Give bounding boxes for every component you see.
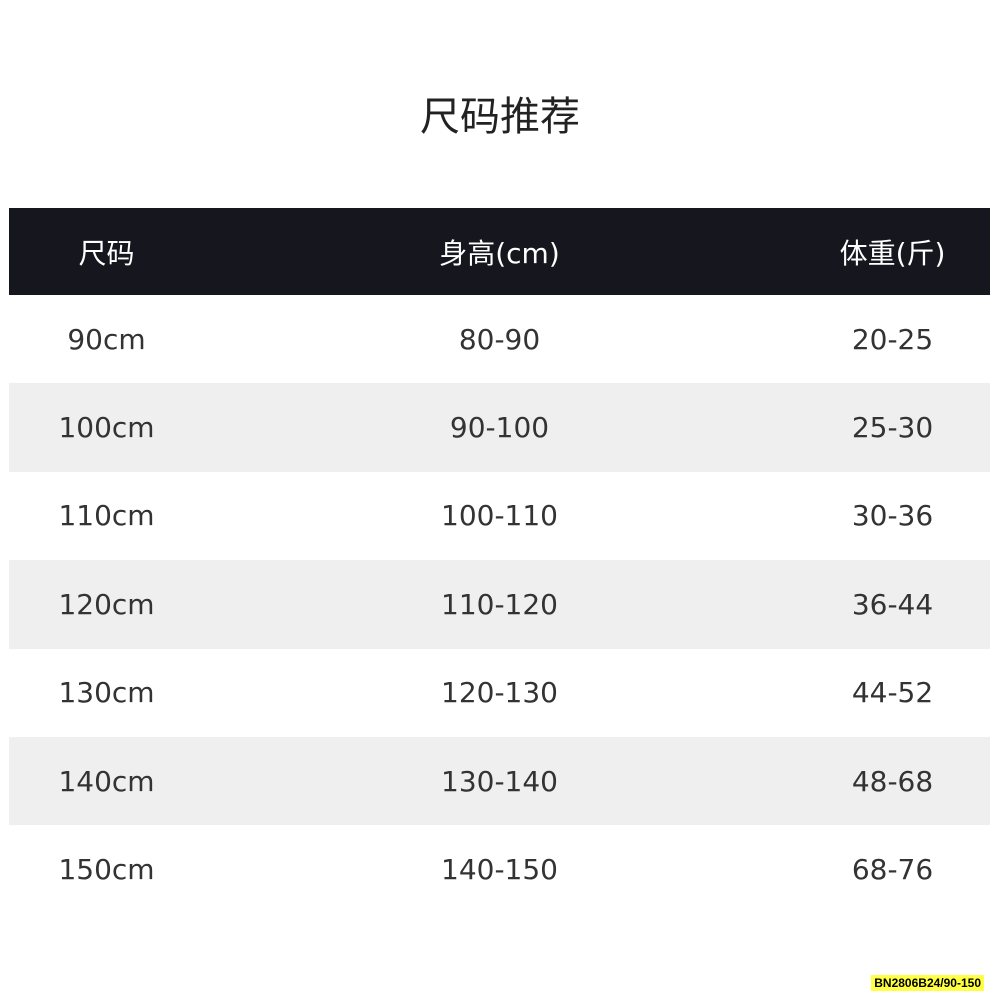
table-row: 150cm 140-150 68-76 <box>9 825 990 913</box>
table-row: 90cm 80-90 20-25 <box>9 295 990 383</box>
table-cell: 110-120 <box>441 587 558 621</box>
table-cell: 100-110 <box>441 499 558 533</box>
table-cell: 100cm <box>58 411 155 445</box>
table-cell: 130cm <box>58 676 155 710</box>
table-cell: 44-52 <box>851 676 934 710</box>
table-cell: 130-140 <box>441 764 558 798</box>
table-cell: 30-36 <box>851 499 934 533</box>
table-cell: 36-44 <box>851 587 934 621</box>
table-cell: 体重(斤) <box>839 236 946 270</box>
table-row: 尺码 身高(cm) 体重(斤) <box>9 208 990 295</box>
table-cell: 身高(cm) <box>439 236 560 270</box>
table-cell: 150cm <box>58 853 155 887</box>
table-cell: 48-68 <box>851 764 934 798</box>
table-cell: 68-76 <box>851 853 934 887</box>
table-cell: 80-90 <box>458 322 541 356</box>
table-cell: 120cm <box>58 587 155 621</box>
table-cell: 90cm <box>67 322 146 356</box>
table-row: 110cm 100-110 30-36 <box>9 472 990 560</box>
table-cell: 120-130 <box>441 676 558 710</box>
table-row: 130cm 120-130 44-52 <box>9 649 990 737</box>
table-cell: 90-100 <box>449 411 550 445</box>
table-row: 100cm 90-100 25-30 <box>9 383 990 472</box>
title: 尺码推荐 <box>420 94 580 140</box>
table-cell: 尺码 <box>78 236 135 270</box>
table-cell: 110cm <box>58 499 155 533</box>
product-code: BN2806B24/90-150 <box>871 975 984 991</box>
table-cell: 140-150 <box>441 853 558 887</box>
table-row: 140cm 130-140 48-68 <box>9 736 990 826</box>
table-cell: 20-25 <box>851 322 934 356</box>
size-table: 尺码 身高(cm) 体重(斤) 90cm 80-90 20-25 100cm 90-100 25… <box>9 208 990 914</box>
table-cell: 140cm <box>58 764 155 798</box>
table-cell: 25-30 <box>851 411 934 445</box>
table-row: 120cm 110-120 36-44 <box>9 560 990 649</box>
